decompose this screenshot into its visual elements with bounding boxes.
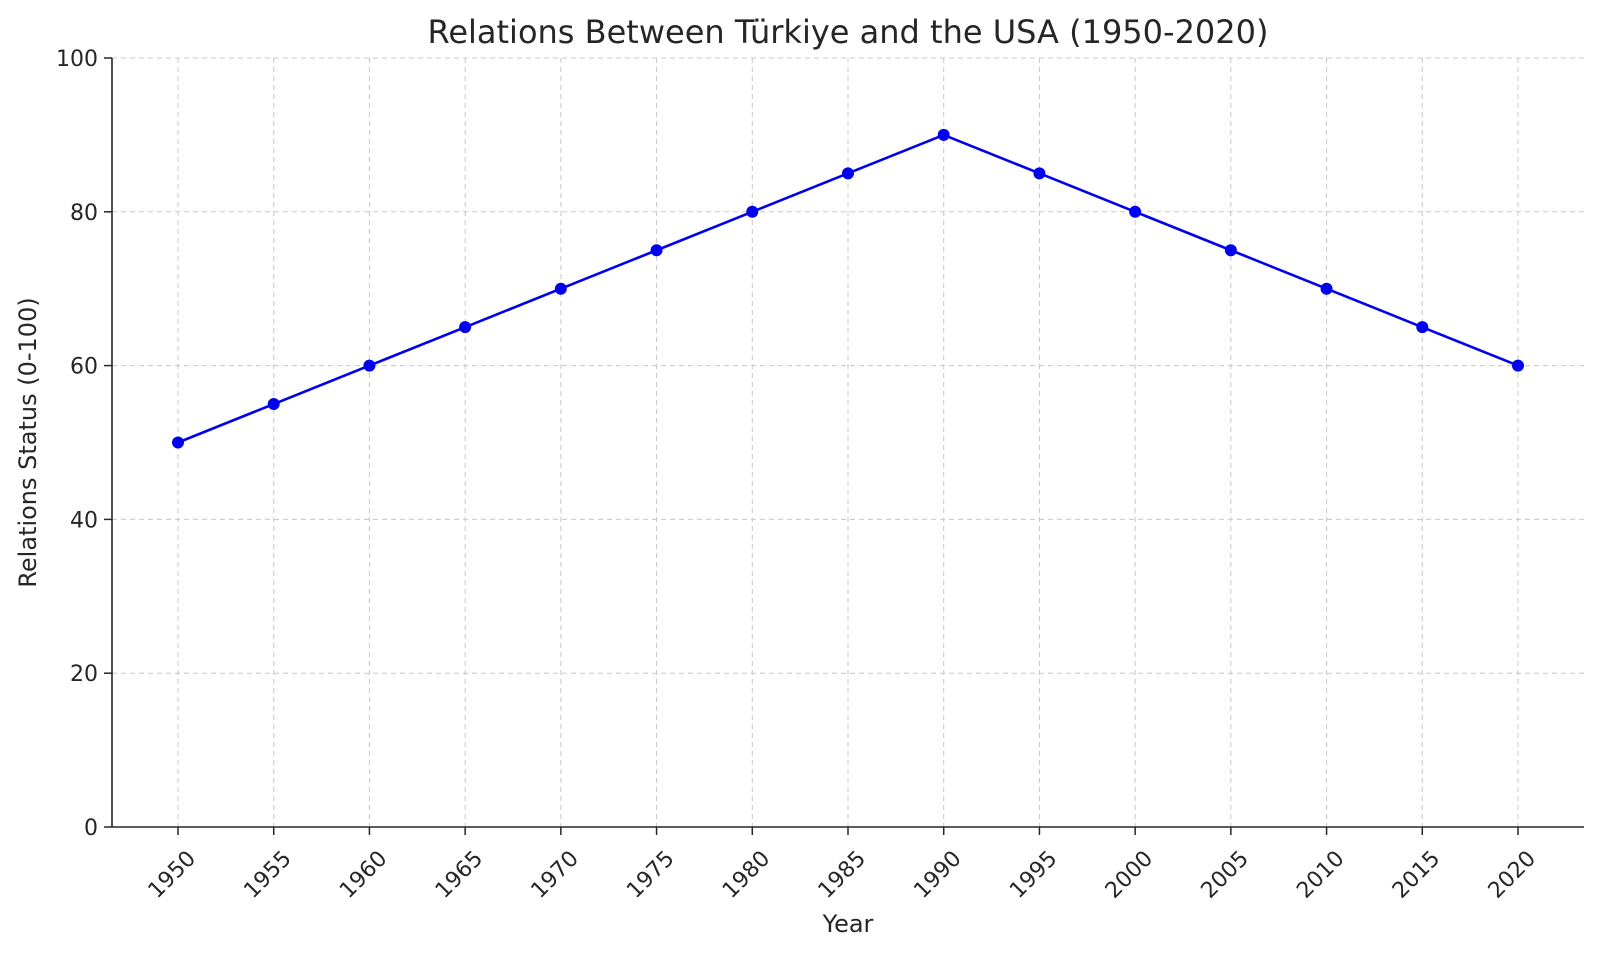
data-point [1129, 205, 1142, 218]
data-point [363, 359, 376, 372]
x-tick-label: 2010 [1292, 846, 1349, 903]
data-point [1512, 359, 1524, 372]
y-tick-label: 20 [70, 662, 98, 687]
y-tick-label: 60 [70, 355, 98, 380]
x-tick-label: 1970 [527, 846, 584, 903]
x-tick-label: 2020 [1484, 846, 1541, 903]
data-point [650, 244, 663, 257]
x-tick-label: 2015 [1388, 846, 1445, 903]
chart-title: Relations Between Türkiye and the USA (1… [428, 13, 1269, 51]
series [172, 128, 1524, 449]
x-tick-label: 1975 [622, 846, 679, 903]
y-axis-ticks: 0 20 40 60 80 100 [56, 47, 112, 841]
data-point [172, 436, 184, 449]
y-tick-label: 0 [84, 816, 98, 841]
y-tick-label: 80 [70, 201, 98, 226]
y-tick-label: 100 [56, 47, 98, 72]
y-axis-label: Relations Status (0-100) [14, 297, 42, 587]
x-tick-label: 1985 [814, 846, 871, 903]
data-point [1320, 282, 1333, 295]
data-point [937, 128, 950, 141]
data-point [1224, 244, 1237, 257]
series-line [177, 133, 1519, 444]
x-tick-label: 1955 [239, 846, 296, 903]
x-tick-label: 1990 [909, 846, 966, 903]
x-tick-label: 1980 [718, 846, 775, 903]
x-tick-label: 2000 [1101, 846, 1158, 903]
x-tick-label: 1995 [1005, 846, 1062, 903]
x-tick-label: 1950 [144, 846, 201, 903]
data-point [746, 205, 759, 218]
data-point [459, 321, 472, 334]
data-point [267, 398, 280, 411]
x-axis-label: Year [822, 910, 874, 938]
data-point [554, 282, 567, 295]
x-tick-label: 1965 [431, 846, 488, 903]
data-point [1416, 321, 1429, 334]
x-tick-label: 1960 [335, 846, 392, 903]
grid [112, 57, 1584, 828]
x-axis-ticks: 1950 1955 1960 1965 1970 1975 1980 1985 1990 1995… [144, 827, 1541, 904]
y-tick-label: 40 [70, 508, 98, 533]
data-point [1033, 167, 1046, 180]
x-tick-label: 2005 [1197, 846, 1254, 903]
data-point [842, 167, 854, 180]
